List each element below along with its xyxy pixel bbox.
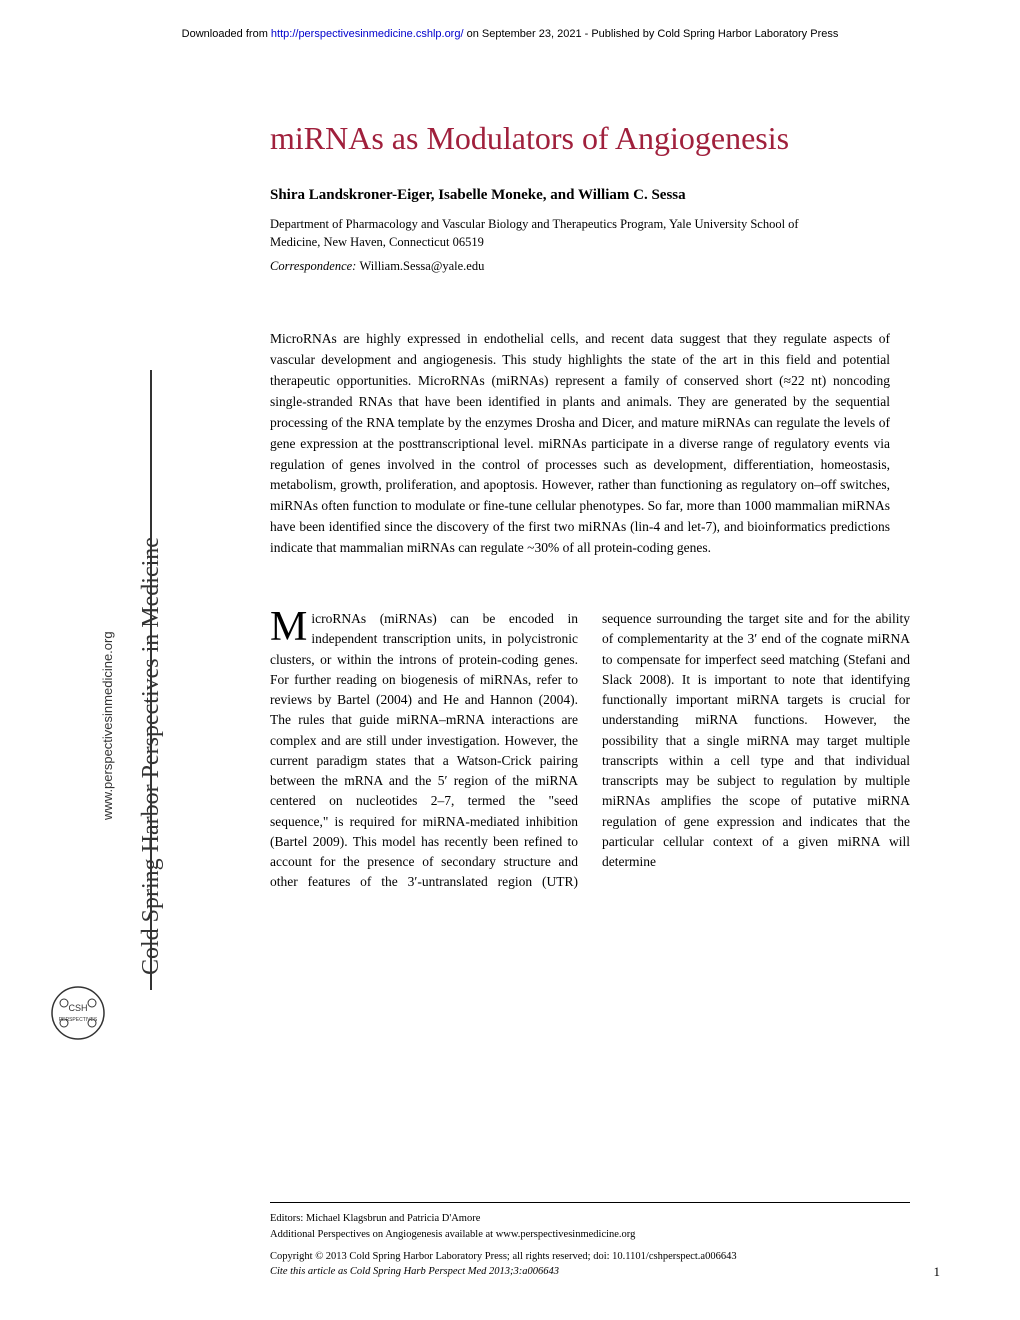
- footer-cite: Cite this article as Cold Spring Harb Pe…: [270, 1264, 910, 1280]
- footer-additional: Additional Perspectives on Angiogenesis …: [270, 1227, 910, 1243]
- footer-editors: Editors: Michael Klagsbrun and Patricia …: [270, 1211, 910, 1227]
- footer-copyright: Copyright © 2013 Cold Spring Harbor Labo…: [270, 1249, 910, 1265]
- dropcap: M: [270, 609, 311, 645]
- correspondence-label: Correspondence:: [270, 259, 356, 273]
- sidebar-journal-title: Cold Spring Harbor Perspectives in Medic…: [138, 537, 165, 975]
- header-suffix: on September 23, 2021 - Published by Col…: [464, 28, 839, 40]
- header-prefix: Downloaded from: [182, 28, 271, 40]
- csh-logo-icon: CSH PERSPECTIVES: [50, 985, 106, 1041]
- authors: Shira Landskroner-Eiger, Isabelle Moneke…: [270, 187, 1020, 204]
- correspondence: Correspondence: William.Sessa@yale.edu: [270, 259, 1020, 274]
- footer: Editors: Michael Klagsbrun and Patricia …: [270, 1202, 910, 1280]
- svg-text:CSH: CSH: [68, 1003, 87, 1013]
- body-text: MicroRNAs (miRNAs) can be encoded in ind…: [270, 609, 910, 893]
- affiliation: Department of Pharmacology and Vascular …: [270, 216, 830, 251]
- svg-text:PERSPECTIVES: PERSPECTIVES: [59, 1017, 98, 1023]
- header-url[interactable]: http://perspectivesinmedicine.cshlp.org/: [271, 28, 464, 40]
- body-col1: icroRNAs (miRNAs) can be encoded in inde…: [270, 611, 578, 869]
- sidebar-url: www.perspectivesinmedicine.org: [100, 631, 115, 820]
- correspondence-email: William.Sessa@yale.edu: [359, 259, 484, 273]
- abstract: MicroRNAs are highly expressed in endoth…: [270, 329, 890, 559]
- page-number: 1: [934, 1264, 941, 1280]
- download-header: Downloaded from http://perspectivesinmed…: [0, 0, 1020, 40]
- article-title: miRNAs as Modulators of Angiogenesis: [270, 120, 1020, 157]
- sidebar: Cold Spring Harbor Perspectives in Medic…: [30, 370, 170, 1010]
